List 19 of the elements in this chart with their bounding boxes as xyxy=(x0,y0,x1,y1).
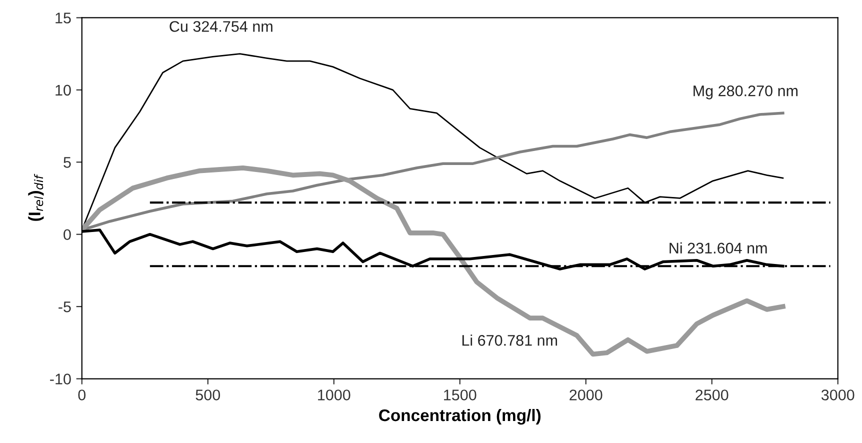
y-tick-label: 0 xyxy=(64,229,71,240)
y-tick-label: 10 xyxy=(56,84,71,96)
x-tick-label: 0 xyxy=(78,390,86,400)
x-tick-label: 1000 xyxy=(318,390,350,400)
x-tick-label: 2500 xyxy=(696,390,728,400)
y-tick-label: -5 xyxy=(58,302,71,312)
x-tick-label: 1500 xyxy=(444,390,476,400)
x-axis-title: Concentration (mg/l) xyxy=(379,408,541,425)
series-label: Mg 280.270 nm xyxy=(694,85,798,100)
y-tick-label: 15 xyxy=(56,12,71,24)
x-tick-label: 2000 xyxy=(570,390,602,400)
y-tick-label: 5 xyxy=(64,157,71,168)
series-label: Cu 324.754 nm xyxy=(170,21,272,32)
y-tick-label: -10 xyxy=(50,374,71,384)
series-label: Li 670.781 nm xyxy=(462,334,558,346)
x-tick-label: 500 xyxy=(196,390,220,400)
series-label: Ni 231.604 nm xyxy=(670,242,767,254)
x-tick-label: 3000 xyxy=(821,390,854,400)
y-axis-title: (I$_{rel}$)$_{dif}$ xyxy=(28,174,44,221)
